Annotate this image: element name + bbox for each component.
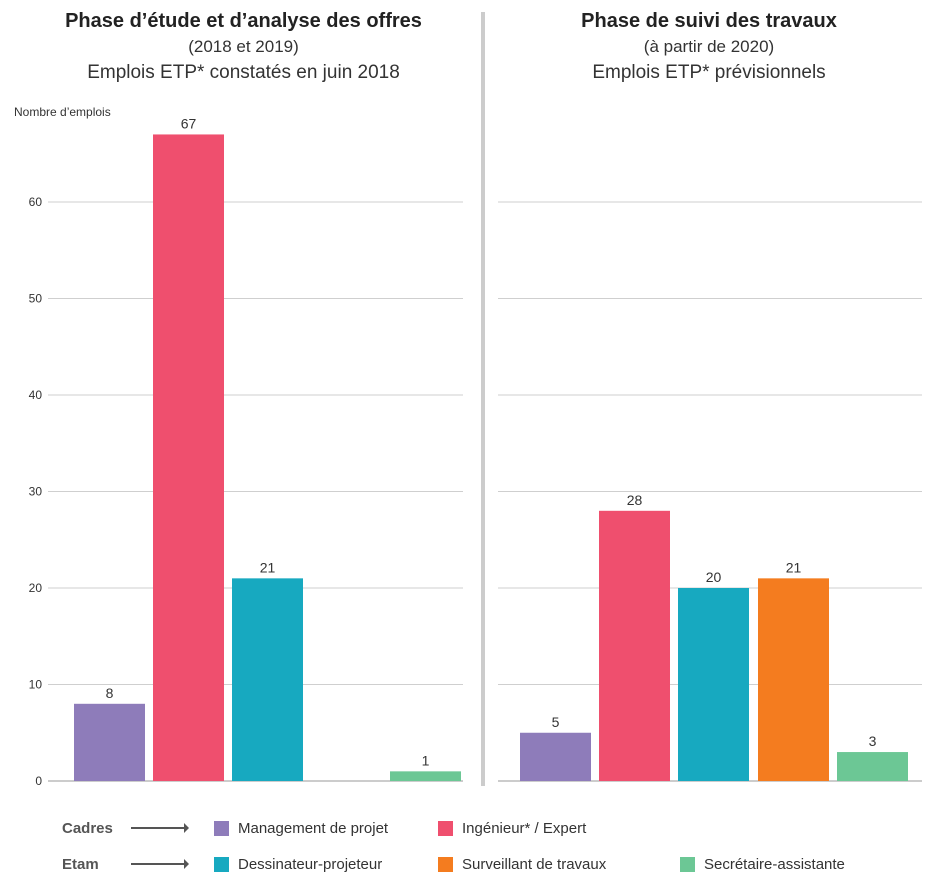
bar-dessinateur xyxy=(678,588,749,781)
bar-management xyxy=(520,732,591,781)
arrow-right-icon xyxy=(131,823,189,833)
legend-item-ingenieur: Ingénieur* / Expert xyxy=(438,820,586,837)
legend-swatch xyxy=(214,821,229,836)
legend-item-label: Ingénieur* / Expert xyxy=(462,820,587,837)
data-label: 28 xyxy=(627,492,643,508)
y-tick-label: 30 xyxy=(29,485,43,499)
legend-item-label: Secrétaire-assistante xyxy=(704,856,845,873)
data-label: 21 xyxy=(260,559,276,575)
bar-ingenieur xyxy=(599,510,670,781)
y-tick-label: 60 xyxy=(29,195,43,209)
legend-swatch xyxy=(438,821,453,836)
bar-dessinateur xyxy=(232,578,303,781)
y-axis-label: Nombre d’emplois xyxy=(14,105,111,119)
legend-item-label: Dessinateur-projeteur xyxy=(238,856,383,873)
bar-management xyxy=(74,703,145,781)
legend-item-label: Surveillant de travaux xyxy=(462,856,607,873)
bar-secretaire xyxy=(837,752,908,781)
data-label: 1 xyxy=(422,752,430,768)
y-tick-label: 50 xyxy=(29,292,43,306)
legend-item-surveillant: Surveillant de travaux xyxy=(438,856,606,873)
right-panel-title: Phase de suivi des travaux xyxy=(581,10,837,32)
data-label: 8 xyxy=(106,685,114,701)
bar-ingenieur xyxy=(153,134,224,781)
data-label: 3 xyxy=(869,733,877,749)
left-panel-subtitle: (2018 et 2019) xyxy=(188,37,299,56)
arrow-right-icon xyxy=(131,859,189,869)
legend-swatch xyxy=(214,857,229,872)
y-tick-label: 20 xyxy=(29,581,43,595)
legend-item-secretaire: Secrétaire-assistante xyxy=(680,856,845,873)
legend-row-label-etam: Etam xyxy=(62,856,99,873)
y-tick-label: 40 xyxy=(29,388,43,402)
legend-item-label: Management de projet xyxy=(238,820,389,837)
bar-surveillant xyxy=(758,578,829,781)
data-label: 20 xyxy=(706,569,722,585)
y-tick-label: 10 xyxy=(29,678,43,692)
left-panel-title: Phase d’étude et d’analyse des offres xyxy=(65,10,422,32)
legend-swatch xyxy=(680,857,695,872)
data-label: 21 xyxy=(786,559,802,575)
bar-chart: 0 10 20 30 40 50 60 8 5 67 28 21 20 21 1 3 xyxy=(29,12,922,788)
right-panel-subtitle: (à partir de 2020) xyxy=(643,37,775,56)
legend-swatch xyxy=(438,857,453,872)
legend-item-dessinateur: Dessinateur-projeteur xyxy=(214,856,382,873)
left-panel-subtitle-2: Emplois ETP* constatés en juin 2018 xyxy=(87,62,400,83)
legend-item-management: Management de projet xyxy=(214,820,388,837)
data-label: 67 xyxy=(181,115,197,131)
right-panel-subtitle-2: Emplois ETP* prévisionnels xyxy=(592,62,826,83)
legend-row-label-cadres: Cadres xyxy=(62,820,113,837)
y-tick-label: 0 xyxy=(35,774,42,788)
data-label: 5 xyxy=(552,714,560,730)
bar-secretaire xyxy=(390,771,461,781)
